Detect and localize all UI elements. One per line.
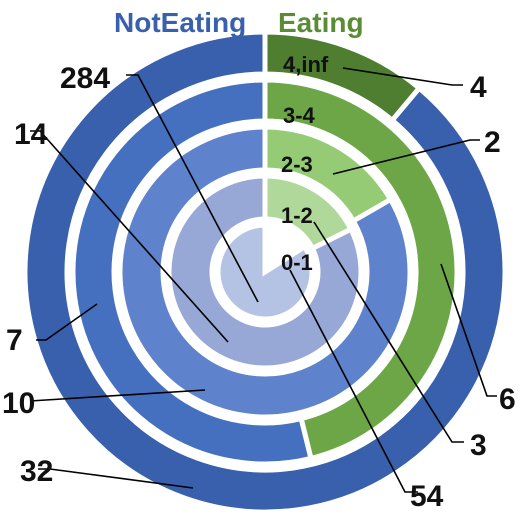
leader-not-eating-3-4 <box>36 303 98 341</box>
leader-eating-1-2 <box>313 221 464 443</box>
leader-not-eating-4-inf <box>38 468 194 489</box>
not-eating-segment-4-inf <box>22 29 508 515</box>
leader-eating-4-inf <box>342 67 463 86</box>
leader-not-eating-1-2 <box>30 130 229 343</box>
ring-label-2-3: 2-3 <box>281 152 313 177</box>
leader-eating-2-3 <box>332 139 480 175</box>
value-not-eating-2-3: 10 <box>2 387 35 420</box>
value-eating-4-inf: 4 <box>470 71 487 104</box>
value-eating-0-1: 54 <box>410 480 444 513</box>
leader-not-eating-0-1 <box>126 74 259 303</box>
value-eating-3-4: 6 <box>499 383 516 416</box>
ring-label-1-2: 1-2 <box>281 203 313 228</box>
leader-not-eating-2-3 <box>29 389 206 402</box>
ring-label-3-4: 3-4 <box>283 103 316 128</box>
not-eating-segment-2-3 <box>117 124 413 420</box>
not-eating-segment-0-1 <box>215 222 315 322</box>
eating-title: Eating <box>278 7 364 38</box>
value-eating-2-3: 2 <box>484 126 501 159</box>
value-eating-1-2: 3 <box>470 429 487 462</box>
leader-eating-0-1 <box>289 269 418 493</box>
not-eating-title: NotEating <box>114 7 246 38</box>
ring-segments <box>22 29 508 515</box>
value-not-eating-4-inf: 32 <box>20 455 53 488</box>
ring-label-4-inf: 4,inf <box>283 52 329 77</box>
leader-eating-3-4 <box>440 263 497 397</box>
leader-lines <box>29 67 497 493</box>
value-not-eating-1-2: 14 <box>14 118 48 151</box>
not-eating-segment-3-4 <box>70 77 314 467</box>
ring-label-0-1: 0-1 <box>281 250 313 275</box>
value-not-eating-0-1: 284 <box>60 62 110 95</box>
value-not-eating-3-4: 7 <box>6 324 23 357</box>
